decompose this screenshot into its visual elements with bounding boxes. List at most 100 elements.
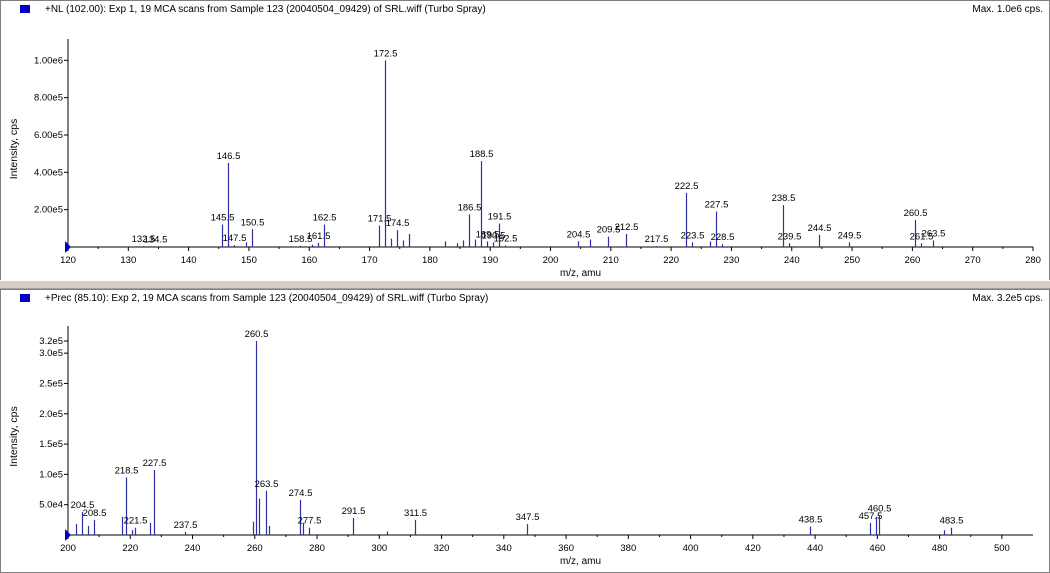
bottom-peak-label: 208.5 [83,508,107,519]
top-peak-label: 150.5 [241,217,265,228]
bottom-peak-label: 274.5 [289,488,313,499]
bottom-y-tick-label: 3.2e5 [39,336,63,347]
top-x-tick-label: 220 [663,255,679,266]
bottom-peak-label: 263.5 [255,479,279,490]
bottom-y-tick-label: 2.5e5 [39,378,63,389]
top-peak-label: 249.5 [838,230,862,241]
bottom-y-tick-label: 1.5e5 [39,439,63,450]
top-x-tick-label: 200 [543,255,559,266]
top-x-tick-label: 240 [784,255,800,266]
bottom-x-tick-label: 320 [434,543,450,554]
bottom-peak-label: 311.5 [404,508,427,519]
bottom-peak-label: 460.5 [868,504,892,515]
bottom-peak-label: 260.5 [245,329,269,340]
top-x-tick-label: 270 [965,255,981,266]
top-y-tick-label: 4.00e5 [34,167,63,178]
top-x-tick-label: 170 [362,255,378,266]
bottom-peak-label: 218.5 [115,465,139,476]
top-peak-label: 174.5 [386,218,410,229]
top-pane-title: +NL (102.00): Exp 1, 19 MCA scans from S… [45,4,486,15]
bottom-x-tick-label: 300 [371,543,387,554]
top-peak-label: 132.5 [132,234,156,245]
top-x-tick-label: 190 [482,255,498,266]
top-x-tick-label: 260 [904,255,920,266]
bottom-peak-label: 221.5 [124,516,148,527]
bottom-y-tick-label: 3.0e5 [39,348,63,359]
bottom-y-tick-label: 2.0e5 [39,409,63,420]
bottom-x-tick-label: 200 [60,543,76,554]
bottom-peak-label: 438.5 [799,515,823,526]
top-pane-header: +NL (102.00): Exp 1, 19 MCA scans from S… [1,1,1049,19]
bottom-x-tick-label: 260 [247,543,263,554]
top-spectrum-chart[interactable]: 120 130 140 150 160 170 180 190 200 210 220 230 240 2… [1,1,1049,280]
top-peak-label: 145.5 [211,213,235,224]
bottom-y-tick-label: 1.0e5 [39,469,63,480]
bottom-x-tick-label: 420 [745,543,761,554]
top-peak-label: 146.5 [217,151,241,162]
top-peak-label: 212.5 [615,222,639,233]
top-peak-label: 204.5 [567,229,591,240]
top-peak-label: 134.5 [144,234,168,245]
top-peak-label: 227.5 [705,200,729,211]
top-x-tick-label: 230 [724,255,740,266]
top-x-tick-label: 120 [60,255,76,266]
bottom-peak-label: 204.5 [71,500,95,511]
top-peak-label: 209.5 [597,225,621,236]
bottom-x-tick-label: 380 [620,543,636,554]
top-y-tick-label: 1.00e6 [34,55,63,66]
top-x-axis-label: m/z, amu [560,268,601,279]
bottom-pane-header: +Prec (85.10): Exp 2, 19 MCA scans from … [1,290,1049,308]
bottom-spectrum-chart[interactable]: 200 220 240 260 280 300 320 340 360 380 400 420 440 4… [1,290,1049,572]
top-peak-label: 239.5 [778,231,802,242]
bottom-pane-max-label: Max. 3.2e5 cps. [972,293,1043,304]
bottom-x-tick-label: 400 [683,543,699,554]
top-peak-label: 158.5 [289,234,313,245]
bottom-pane-marker-icon [20,294,30,302]
top-peak-label: 191.5 [488,212,512,223]
top-x-tick-label: 140 [181,255,197,266]
top-x-tick-label: 210 [603,255,619,266]
bottom-spectrum-pane[interactable]: +Prec (85.10): Exp 2, 19 MCA scans from … [0,289,1050,573]
top-x-tick-label: 250 [844,255,860,266]
top-peak-label: 172.5 [374,48,398,59]
bottom-peak-label: 457.5 [859,511,883,522]
bottom-x-tick-label: 220 [122,543,138,554]
top-peak-label: 162.5 [313,213,337,224]
top-y-tick-label: 6.00e5 [34,130,63,141]
bottom-x-tick-label: 460 [869,543,885,554]
top-peak-label: 189.5 [476,229,500,240]
top-peak-label: 190.5 [482,230,506,241]
top-peak-label: 260.5 [904,208,928,219]
bottom-peak-label: 237.5 [174,520,198,531]
bottom-x-tick-label: 360 [558,543,574,554]
bottom-x-tick-label: 340 [496,543,512,554]
top-pane-marker-icon [20,5,30,13]
bottom-y-axis-label: Intensity, cps [8,406,20,467]
top-x-tick-label: 180 [422,255,438,266]
top-y-tick-label: 8.00e5 [34,93,63,104]
bottom-y-tick-label: 5.0e4 [39,500,63,511]
top-peak-label: 261.5 [910,231,934,242]
top-y-axis-label: Intensity, cps [8,119,20,180]
top-peak-label: 186.5 [458,202,482,213]
top-peak-label: 192.5 [494,234,518,245]
top-peak-label: 223.5 [681,230,705,241]
top-peak-label: 222.5 [675,181,699,192]
bottom-peak-label: 227.5 [143,458,167,469]
top-peak-label: 238.5 [772,193,796,204]
top-peak-label: 171.5 [368,214,392,225]
top-pane-max-label: Max. 1.0e6 cps. [972,4,1043,15]
bottom-x-tick-label: 280 [309,543,325,554]
bottom-x-tick-label: 500 [994,543,1010,554]
top-peak-label: 263.5 [922,228,946,239]
top-spectrum-pane[interactable]: +NL (102.00): Exp 1, 19 MCA scans from S… [0,0,1050,281]
pane-splitter[interactable] [0,280,1050,289]
top-x-tick-label: 160 [301,255,317,266]
bottom-x-tick-label: 480 [932,543,948,554]
top-y-tick-label: 2.00e5 [34,205,63,216]
top-peak-label: 188.5 [470,149,494,160]
bottom-pane-title: +Prec (85.10): Exp 2, 19 MCA scans from … [45,293,489,304]
top-peak-label: 228.5 [711,232,735,243]
top-peak-label: 244.5 [808,223,832,234]
top-peak-label: 147.5 [223,233,247,244]
